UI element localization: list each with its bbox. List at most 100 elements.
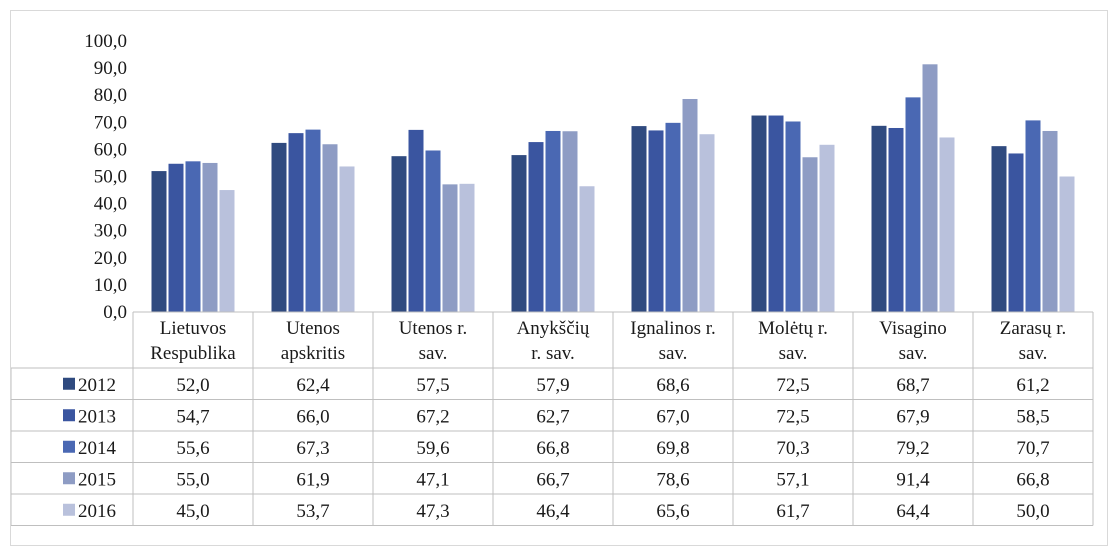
bar-2016 <box>699 134 715 312</box>
category-label: apskritis <box>281 343 345 364</box>
data-cell: 66,7 <box>536 469 569 490</box>
y-tick-label: 20,0 <box>94 248 127 269</box>
bar-2015 <box>922 64 938 312</box>
data-cell: 66,8 <box>536 438 569 459</box>
data-cell: 45,0 <box>176 501 209 522</box>
category-label: Respublika <box>150 343 236 364</box>
data-cell: 50,0 <box>1016 501 1049 522</box>
bar-2016 <box>819 144 835 312</box>
bar-2015 <box>802 157 818 312</box>
category-label: sav. <box>1019 343 1048 364</box>
data-cell: 53,7 <box>296 501 329 522</box>
y-tick-label: 10,0 <box>94 275 127 296</box>
bar-2016 <box>339 166 355 312</box>
bar-2012 <box>871 125 887 312</box>
data-cell: 66,8 <box>1016 469 1049 490</box>
y-tick-label: 40,0 <box>94 194 127 215</box>
category-label: Lietuvos <box>160 318 227 339</box>
category-label: Utenos <box>286 318 340 339</box>
bar-2014 <box>665 122 681 312</box>
data-cell: 68,6 <box>656 375 689 396</box>
bar-2015 <box>682 98 698 312</box>
category-label: Molėtų r. <box>758 318 828 339</box>
legend-label: 2012 <box>78 375 116 396</box>
data-cell: 67,2 <box>416 406 449 427</box>
y-tick-label: 90,0 <box>94 58 127 79</box>
bar-2014 <box>305 129 321 312</box>
data-cell: 67,9 <box>896 406 929 427</box>
category-label: Utenos r. <box>399 318 468 339</box>
legend-swatch-2016 <box>63 503 75 516</box>
bar-2016 <box>459 183 475 312</box>
bar-2012 <box>271 142 287 312</box>
y-tick-label: 60,0 <box>94 139 127 160</box>
bar-2012 <box>631 126 647 313</box>
bar-2012 <box>751 115 767 313</box>
legend-label: 2015 <box>78 469 116 490</box>
data-cell: 64,4 <box>896 501 930 522</box>
data-cell: 65,6 <box>656 501 689 522</box>
y-tick-label: 100,0 <box>84 31 127 52</box>
bar-2016 <box>939 137 955 312</box>
bar-2014 <box>185 161 201 312</box>
bar-2016 <box>219 190 235 312</box>
bar-2013 <box>1008 153 1024 312</box>
bar-2015 <box>562 131 578 312</box>
category-label: Ignalinos r. <box>630 318 716 339</box>
bar-2015 <box>1042 130 1058 312</box>
data-cell: 57,5 <box>416 375 449 396</box>
data-cell: 72,5 <box>776 375 809 396</box>
bar-2016 <box>1059 176 1075 312</box>
bar-2014 <box>425 150 441 312</box>
data-cell: 62,7 <box>536 406 569 427</box>
data-cell: 55,6 <box>176 438 209 459</box>
bar-chart-with-data-table: 0,0 10,0 20,0 30,0 40,0 50,0 60,0 70,0 80,0 90,0 1… <box>11 31 1094 526</box>
bar-2016 <box>579 186 595 312</box>
data-cell: 52,0 <box>176 375 209 396</box>
data-cell: 47,3 <box>416 501 449 522</box>
data-cell: 61,7 <box>776 501 809 522</box>
category-label: sav. <box>419 343 448 364</box>
bar-2013 <box>408 129 424 312</box>
bar-2012 <box>151 171 167 312</box>
data-cell: 70,3 <box>776 438 809 459</box>
data-cell: 58,5 <box>1016 406 1049 427</box>
legend-swatch-2013 <box>63 409 75 422</box>
data-cell: 67,3 <box>296 438 329 459</box>
legend-swatch-2012 <box>63 377 75 390</box>
bar-2013 <box>288 133 304 312</box>
bar-2012 <box>991 146 1007 312</box>
category-label: sav. <box>899 343 928 364</box>
data-cell: 57,9 <box>536 375 569 396</box>
data-cell: 61,2 <box>1016 375 1049 396</box>
category-label: Anykščių <box>517 318 590 339</box>
category-label: r. sav. <box>531 343 575 364</box>
bar-2013 <box>648 130 664 312</box>
bar-2012 <box>391 156 407 312</box>
data-cell: 67,0 <box>656 406 689 427</box>
category-label: Zarasų r. <box>1000 318 1066 339</box>
category-label: Visagino <box>879 318 946 339</box>
bar-2013 <box>768 115 784 313</box>
data-cell: 46,4 <box>536 501 570 522</box>
data-cell: 91,4 <box>896 469 930 490</box>
bar-2013 <box>168 163 184 312</box>
y-tick-label: 80,0 <box>94 85 127 106</box>
y-tick-label: 0,0 <box>103 302 127 323</box>
bar-2013 <box>528 142 544 312</box>
bar-2014 <box>545 130 561 312</box>
bar-2014 <box>785 121 801 312</box>
y-tick-label: 70,0 <box>94 112 127 133</box>
data-cell: 54,7 <box>176 406 209 427</box>
bar-2014 <box>905 97 921 312</box>
data-cell: 79,2 <box>896 438 929 459</box>
data-cell: 62,4 <box>296 375 330 396</box>
category-label: sav. <box>659 343 688 364</box>
data-cell: 68,7 <box>896 375 929 396</box>
bar-2015 <box>322 144 338 312</box>
bar-2015 <box>202 162 218 312</box>
legend-swatch-2014 <box>63 440 75 453</box>
bar-2015 <box>442 184 458 312</box>
y-tick-label: 30,0 <box>94 221 127 242</box>
legend-label: 2014 <box>78 438 117 459</box>
